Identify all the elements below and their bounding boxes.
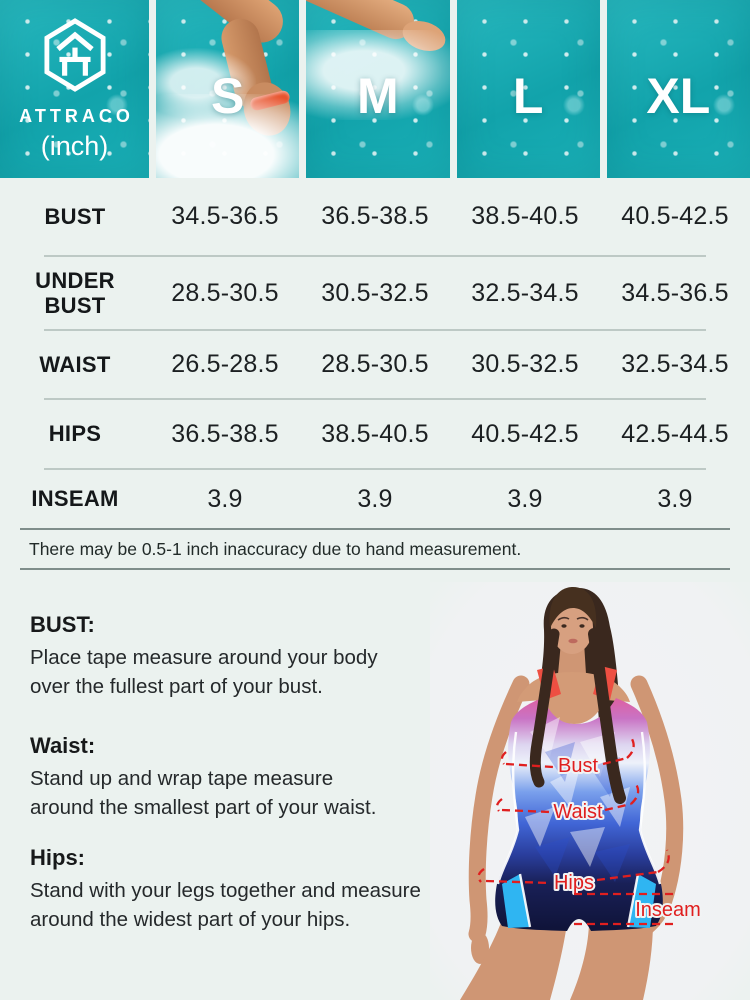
instruction-waist: Waist: Stand up and wrap tape measure ar… xyxy=(30,733,440,822)
hips-dashed-line-right xyxy=(596,870,659,882)
row-label: INSEAM xyxy=(31,486,119,512)
table-row-hips: HIPS 36.5-38.5 38.5-40.5 40.5-42.5 42.5-… xyxy=(0,400,750,468)
hair-top xyxy=(549,587,597,628)
size-cell: 34.5-36.5 xyxy=(171,202,279,230)
size-cell: 3.9 xyxy=(657,484,693,513)
size-cell: 32.5-34.5 xyxy=(471,278,579,307)
hero-panel-logo: ATTRACO (inch) xyxy=(0,0,149,178)
instruction-body: Place tape measure around your body over… xyxy=(30,646,378,698)
hero-panel-size-l: L xyxy=(456,0,600,178)
instruction-body: Stand with your legs together and measur… xyxy=(30,879,421,931)
bust-dashed-line-right xyxy=(602,756,628,766)
model-figure: Bust Waist Hips Inseam xyxy=(430,582,750,1000)
left-leg xyxy=(460,920,567,1000)
size-label-l: L xyxy=(512,68,544,124)
size-cell: 3.9 xyxy=(357,484,393,513)
measurement-overlays: Bust Waist Hips Inseam xyxy=(477,738,703,926)
size-cell: 36.5-38.5 xyxy=(321,202,429,230)
instruction-heading: BUST: xyxy=(30,612,95,637)
water-foam-image xyxy=(156,94,300,178)
waist-label: Waist xyxy=(553,801,603,823)
size-cell: 32.5-34.5 xyxy=(621,350,729,378)
waist-left-curl xyxy=(495,798,503,812)
table-row-bust: BUST 34.5-36.5 36.5-38.5 38.5-40.5 40.5-… xyxy=(0,178,750,255)
waist-dashed-line-left xyxy=(501,808,551,814)
suit-cyan-panel-left xyxy=(502,874,530,928)
size-label-xl: XL xyxy=(646,68,711,124)
row-divider xyxy=(44,255,706,257)
bust-label: Bust xyxy=(558,755,598,777)
bust-right-curl xyxy=(626,738,635,759)
water-splash-image xyxy=(306,30,450,120)
right-leg xyxy=(570,922,653,1000)
bust-left-curl xyxy=(500,751,507,765)
size-cell: 3.9 xyxy=(207,484,243,513)
face-features xyxy=(557,616,589,644)
table-row-waist: WAIST 26.5-28.5 28.5-30.5 30.5-32.5 32.5… xyxy=(0,331,750,398)
hair-strand-left xyxy=(529,628,560,788)
size-cell: 38.5-40.5 xyxy=(471,202,579,230)
size-cell: 3.9 xyxy=(507,484,543,513)
instruction-body: Stand up and wrap tape measure around th… xyxy=(30,767,377,819)
size-cell: 34.5-36.5 xyxy=(621,278,729,307)
size-cell: 30.5-32.5 xyxy=(321,278,429,307)
bust-dashed-line-left xyxy=(505,762,554,769)
hair-strand-right xyxy=(588,628,626,804)
row-label: BUST xyxy=(44,203,106,229)
table-row-underbust: UNDER BUST 28.5-30.5 30.5-32.5 32.5-34.5… xyxy=(0,257,750,329)
row-label: HIPS xyxy=(48,421,102,447)
waist-right-curl xyxy=(630,783,640,805)
size-cell: 30.5-32.5 xyxy=(471,350,579,378)
row-label: WAIST xyxy=(39,351,111,377)
inseam-label: Inseam xyxy=(635,899,701,921)
measurement-note: There may be 0.5-1 inch inaccuracy due t… xyxy=(20,528,730,570)
unit-label: (inch) xyxy=(40,131,109,161)
brand-name: ATTRACO xyxy=(19,106,134,126)
size-cell: 40.5-42.5 xyxy=(621,202,729,230)
instruction-heading: Waist: xyxy=(30,733,96,758)
size-label-s: S xyxy=(210,68,245,124)
hips-right-curl xyxy=(657,849,670,873)
size-cell: 36.5-38.5 xyxy=(171,419,279,448)
left-arm xyxy=(468,675,530,943)
model-figure-image: Bust Waist Hips Inseam xyxy=(430,582,750,1000)
size-cell: 28.5-30.5 xyxy=(321,350,429,378)
waist-dashed-line-right xyxy=(604,802,632,812)
hero-header: ATTRACO (inch) S M L XL xyxy=(0,0,750,178)
size-table: BUST 34.5-36.5 36.5-38.5 38.5-40.5 40.5-… xyxy=(0,178,750,528)
row-label: UNDER BUST xyxy=(35,267,115,318)
instruction-hips: Hips: Stand with your legs together and … xyxy=(30,845,440,934)
size-cell: 26.5-28.5 xyxy=(171,350,279,378)
size-cell: 40.5-42.5 xyxy=(471,419,579,448)
size-cell: 38.5-40.5 xyxy=(321,419,429,448)
size-cell: 42.5-44.5 xyxy=(621,419,729,448)
hero-panel-size-s: S xyxy=(156,0,300,178)
how-to-measure-section: BUST: Place tape measure around your bod… xyxy=(0,570,750,1000)
face xyxy=(551,600,593,654)
attraco-logo-icon xyxy=(43,18,106,92)
table-row-inseam: INSEAM 3.9 3.9 3.9 3.9 xyxy=(0,470,750,528)
left-hand xyxy=(471,932,489,964)
hips-left-curl xyxy=(477,868,485,883)
row-divider xyxy=(44,398,706,400)
instruction-bust: BUST: Place tape measure around your bod… xyxy=(30,612,440,701)
size-label-m: M xyxy=(357,68,399,124)
suit-cyan-panel-right xyxy=(628,874,656,928)
hips-dashed-line-left xyxy=(485,879,552,885)
instruction-heading: Hips: xyxy=(30,845,85,870)
size-cell: 28.5-30.5 xyxy=(171,278,279,307)
row-divider xyxy=(44,468,706,470)
row-divider xyxy=(44,329,706,331)
hero-panel-size-xl: XL xyxy=(606,0,750,178)
hero-panel-size-m: M xyxy=(306,0,450,178)
hips-label: Hips xyxy=(554,872,594,894)
